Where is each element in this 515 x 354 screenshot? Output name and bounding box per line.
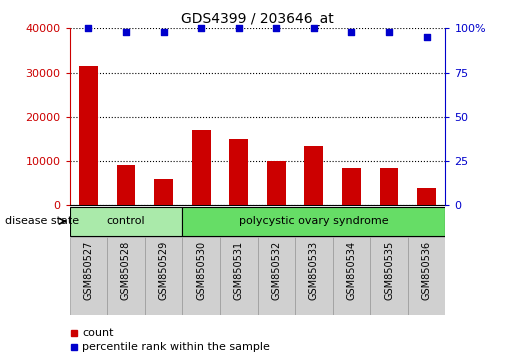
- Bar: [107, 237, 145, 315]
- Bar: [258, 237, 295, 315]
- Bar: [70, 237, 107, 315]
- Bar: [417, 188, 436, 205]
- Bar: [333, 237, 370, 315]
- Text: count: count: [82, 328, 114, 338]
- Text: polycystic ovary syndrome: polycystic ovary syndrome: [239, 216, 389, 225]
- Point: [235, 25, 243, 31]
- Text: percentile rank within the sample: percentile rank within the sample: [82, 342, 270, 352]
- Bar: [342, 168, 361, 205]
- Bar: [116, 166, 135, 205]
- Bar: [408, 237, 445, 315]
- Bar: [295, 237, 333, 315]
- Text: control: control: [107, 216, 145, 225]
- Point: [310, 25, 318, 31]
- Point: [160, 29, 168, 35]
- Text: GSM850534: GSM850534: [347, 241, 356, 300]
- Text: GSM850532: GSM850532: [271, 241, 281, 300]
- Text: GSM850535: GSM850535: [384, 241, 394, 300]
- Bar: [79, 66, 98, 205]
- Point: [122, 29, 130, 35]
- Bar: [304, 145, 323, 205]
- Bar: [70, 207, 182, 236]
- Text: GSM850529: GSM850529: [159, 241, 168, 300]
- Bar: [182, 237, 220, 315]
- Text: disease state: disease state: [5, 216, 79, 226]
- Point: [84, 25, 93, 31]
- Bar: [220, 237, 258, 315]
- Bar: [182, 207, 445, 236]
- Point: [423, 34, 431, 40]
- Point: [385, 29, 393, 35]
- Text: GSM850533: GSM850533: [309, 241, 319, 300]
- Bar: [380, 168, 399, 205]
- Text: GSM850528: GSM850528: [121, 241, 131, 300]
- Bar: [192, 130, 211, 205]
- Text: GSM850536: GSM850536: [422, 241, 432, 300]
- Bar: [267, 161, 286, 205]
- Text: GSM850527: GSM850527: [83, 241, 93, 301]
- Point: [197, 25, 205, 31]
- Bar: [154, 179, 173, 205]
- Title: GDS4399 / 203646_at: GDS4399 / 203646_at: [181, 12, 334, 26]
- Text: GSM850531: GSM850531: [234, 241, 244, 300]
- Bar: [370, 237, 408, 315]
- Bar: [145, 237, 182, 315]
- Text: GSM850530: GSM850530: [196, 241, 206, 300]
- Bar: [229, 139, 248, 205]
- Point: [272, 25, 280, 31]
- Point: [347, 29, 355, 35]
